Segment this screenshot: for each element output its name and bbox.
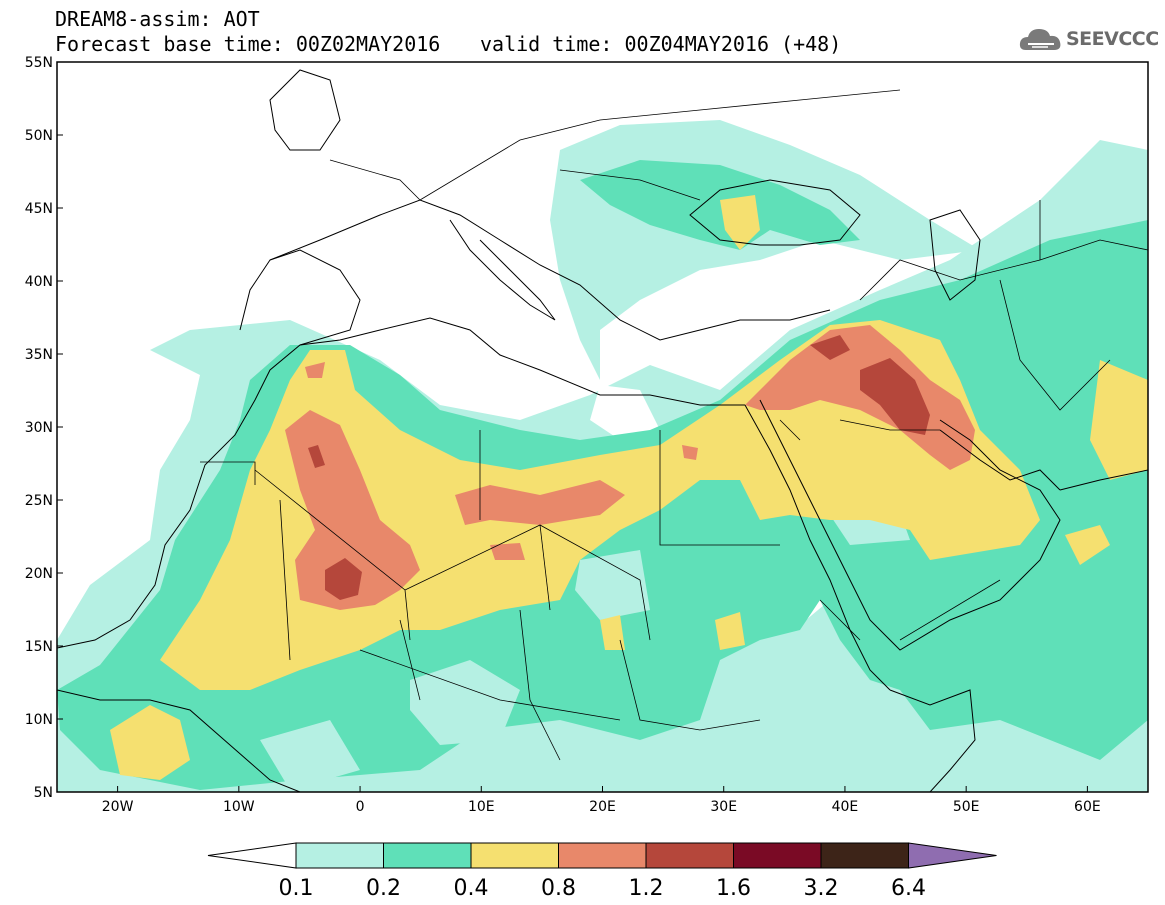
lon-label: 10E — [468, 799, 495, 815]
colorbar-swatch — [733, 842, 822, 869]
lon-label: 20E — [589, 799, 616, 815]
aot-band-1.2 — [810, 335, 850, 360]
coastline-italy — [449, 219, 556, 321]
colorbar-label: 0.1 — [279, 876, 314, 901]
lat-label: 35N — [25, 347, 53, 363]
lon-label: 40E — [832, 799, 859, 815]
logo-text: SEEVCCC — [1066, 28, 1159, 50]
lat-label: 45N — [25, 201, 53, 217]
colorbar-swatch — [383, 842, 472, 869]
borders — [200, 89, 1148, 761]
lat-label: 55N — [25, 55, 53, 71]
coastlines — [57, 69, 1148, 792]
colorbar-label: 0.8 — [541, 876, 576, 901]
colorbar-label: 0.4 — [454, 876, 489, 901]
aot-contours — [57, 62, 1148, 792]
valid-time: valid time: 00Z04MAY2016 (+48) — [480, 32, 842, 56]
colorbar-under-triangle — [207, 842, 297, 869]
aot-band-0.4 — [1090, 360, 1148, 480]
aot-band-0.4 — [720, 195, 760, 250]
colorbar-label: 1.2 — [629, 876, 664, 901]
seevccc-logo: SEEVCCC — [1018, 22, 1159, 58]
coastline-black-sea — [689, 179, 861, 246]
colorbar: 0.1 0.2 0.4 0.8 1.2 1.6 3.2 6.4 — [207, 842, 997, 901]
aot-band-1.2 — [325, 558, 362, 600]
aot-band-0.4 — [715, 612, 745, 650]
coastline-iran — [1059, 469, 1148, 491]
lat-label: 15N — [25, 639, 53, 655]
lat-label: 20N — [25, 566, 53, 582]
aot-band-0.8 — [682, 445, 698, 460]
colorbar-swatch — [645, 842, 734, 869]
colorbar-label: 1.6 — [716, 876, 751, 901]
lon-label: 50E — [953, 799, 980, 815]
colorbar-label: 3.2 — [804, 876, 839, 901]
colorbar-label: 0.2 — [366, 876, 401, 901]
coastline-arabia — [759, 399, 1061, 651]
colorbar-label: 6.4 — [891, 876, 926, 901]
aot-band-0.8 — [455, 480, 625, 525]
lat-label: 40N — [25, 274, 53, 290]
aot-band-0.4 — [110, 705, 190, 780]
lon-label: 10W — [223, 799, 255, 815]
lat-label: 30N — [25, 420, 53, 436]
colorbar-swatch — [295, 842, 384, 869]
aot-band-0.8 — [745, 325, 975, 470]
coastline-horn — [889, 689, 976, 792]
colorbar-swatch — [820, 842, 909, 869]
lon-label: 30E — [710, 799, 737, 815]
map-title: DREAM8-assim: AOT — [55, 7, 260, 31]
colorbar-swatch — [558, 842, 647, 869]
forecast-base-time: Forecast base time: 00Z02MAY2016 — [55, 32, 441, 56]
lat-label: 5N — [34, 785, 53, 801]
coastline-red-sea — [744, 404, 891, 691]
longitude-axis: 20W 10W 0 10E 20E 30E 40E 50E 60E — [102, 786, 1101, 815]
lat-label: 10N — [25, 712, 53, 728]
coastline-africa-south — [57, 689, 301, 792]
coastline-caspian — [929, 209, 981, 301]
aot-band-0.8 — [305, 362, 325, 378]
aot-band-1.2 — [860, 358, 930, 435]
aot-band-1.2 — [308, 445, 325, 468]
colorbar-swatch — [470, 842, 559, 869]
colorbar-over-triangle — [908, 842, 997, 869]
aot-band-0.8 — [490, 543, 525, 560]
aot-band-0.4 — [1065, 525, 1110, 565]
coastline-britain — [269, 69, 341, 151]
lat-label: 50N — [25, 128, 53, 144]
lon-label: 0 — [356, 799, 365, 815]
latitude-axis: 55N 50N 45N 40N 35N 30N 25N 20N 15N 10N 5N — [25, 55, 63, 801]
lat-label: 25N — [25, 493, 53, 509]
aot-band-0.2 — [580, 160, 860, 250]
cloud-icon — [1019, 29, 1061, 50]
coastline-iberia — [239, 249, 361, 346]
coastline-europe — [269, 199, 831, 341]
aot-band-0.4 — [600, 615, 625, 650]
lon-label: 20W — [102, 799, 134, 815]
coastline-gulf — [939, 429, 1061, 491]
lon-label: 60E — [1074, 799, 1101, 815]
